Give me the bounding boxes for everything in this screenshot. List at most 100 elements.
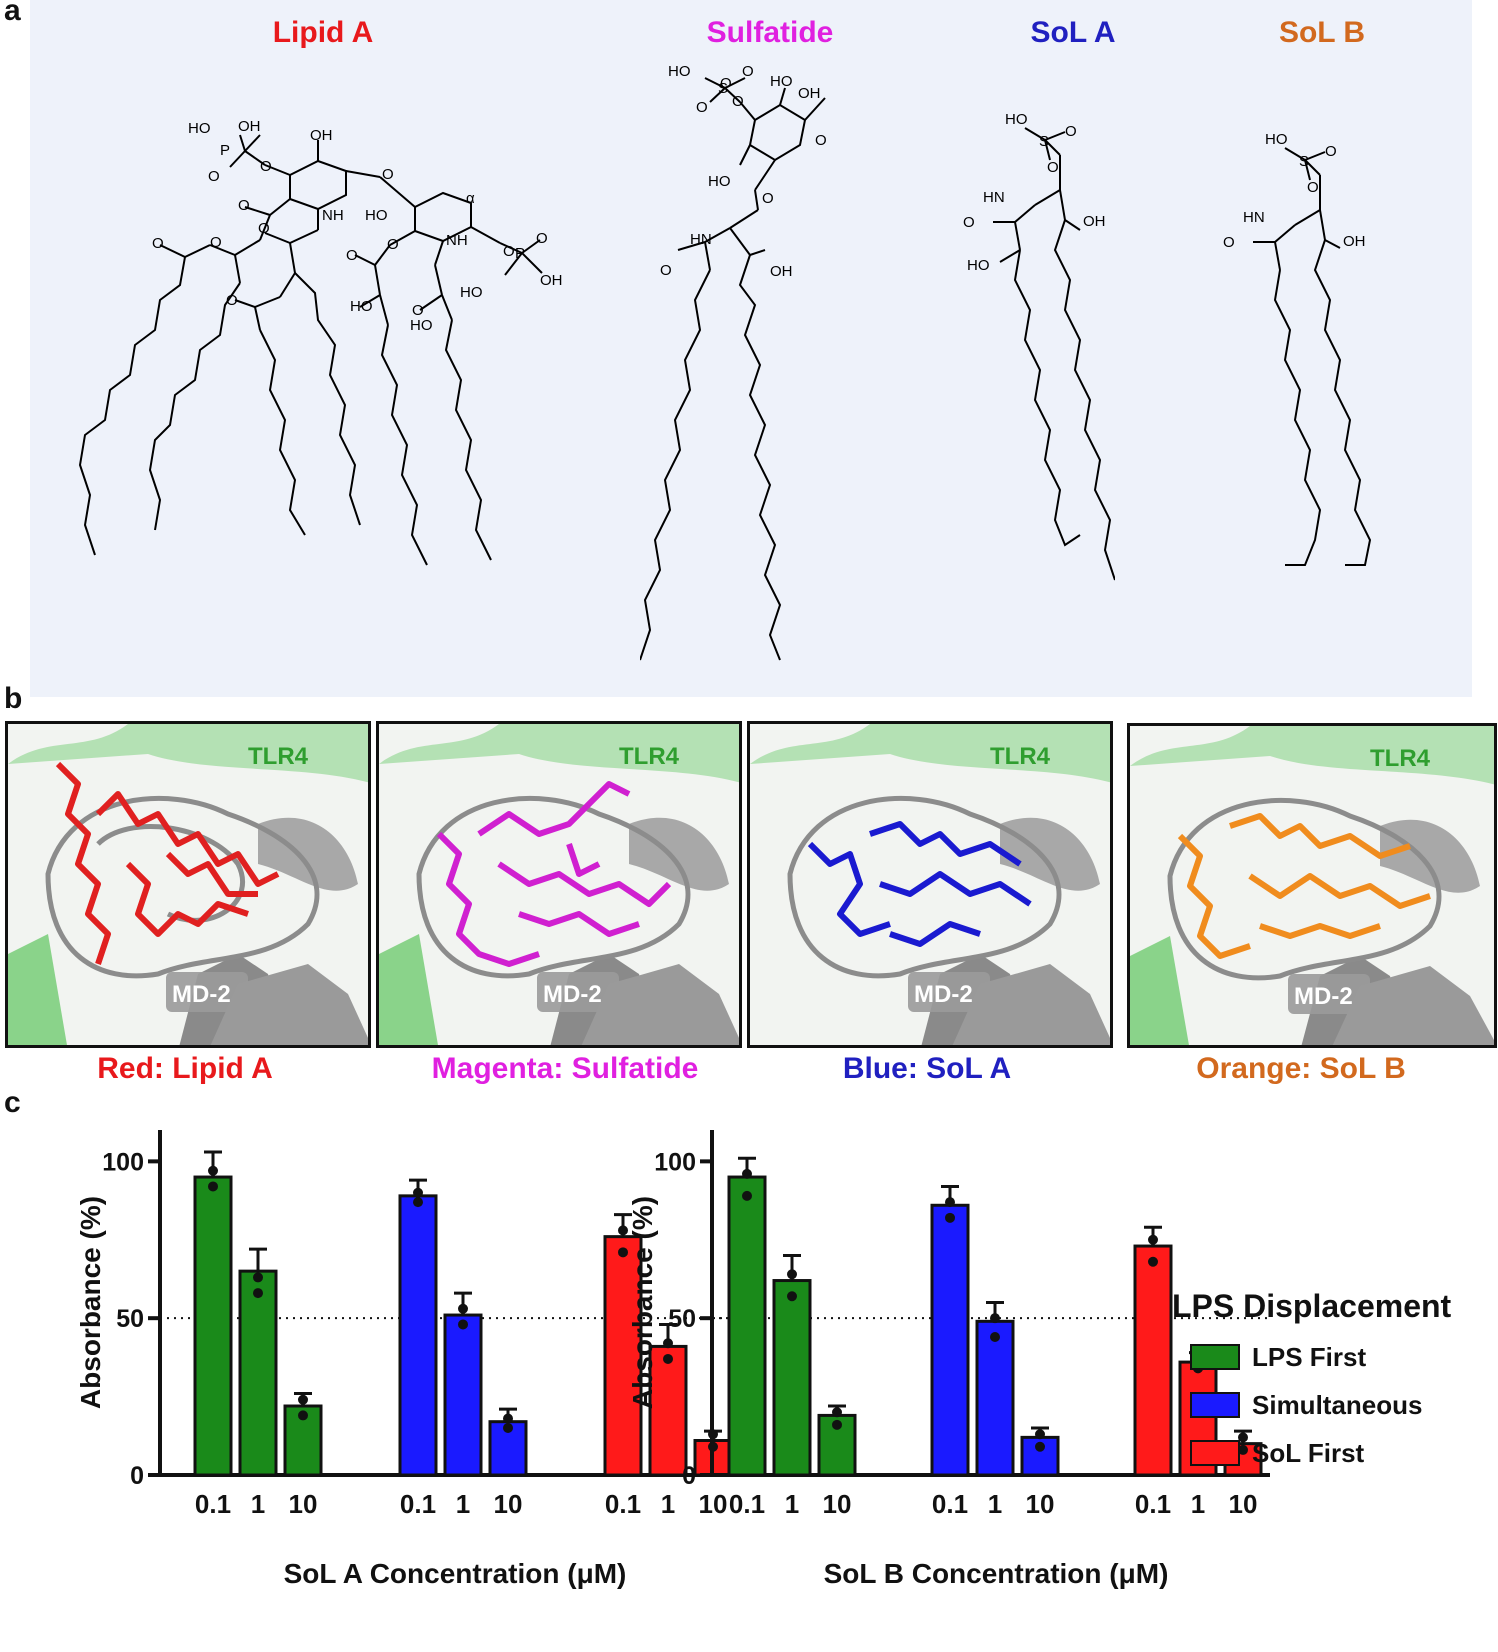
data-point — [1148, 1234, 1158, 1245]
svg-text:NH: NH — [322, 207, 344, 224]
lipid-a-structure: HO OH PO OHO OO NHO OO OHO OO NHα OHO HOO… — [78, 118, 563, 566]
sol-b-structure: HO S O O HN O OH — [1223, 131, 1372, 566]
svg-text:HN: HN — [1243, 209, 1265, 226]
data-point — [663, 1353, 673, 1364]
svg-text:OH: OH — [310, 127, 333, 144]
svg-text:HO: HO — [365, 207, 388, 224]
md2-label: MD-2 — [1294, 983, 1353, 1010]
svg-text:O: O — [1047, 159, 1059, 176]
x-tick-label: 10 — [289, 1489, 318, 1519]
tlr4-label: TLR4 — [1370, 745, 1431, 772]
legend-item-lps-first: LPS First — [1190, 1340, 1366, 1374]
y-axis-label: Absorbance (%) — [75, 1196, 106, 1409]
svg-text:O: O — [152, 235, 164, 252]
x-tick-label: 0.1 — [400, 1489, 436, 1519]
data-point — [413, 1187, 423, 1198]
svg-text:O: O — [732, 93, 744, 110]
data-point — [208, 1165, 218, 1176]
data-point — [832, 1407, 842, 1418]
svg-text:OH: OH — [770, 263, 793, 280]
x-tick-label: 1 — [988, 1489, 1002, 1519]
y-tick-label: 0 — [682, 1462, 696, 1490]
sol-a-structure: HO S O O HN O OH HO — [963, 111, 1115, 581]
svg-text:HN: HN — [983, 189, 1005, 206]
data-point — [253, 1272, 263, 1283]
y-tick-label: 50 — [668, 1305, 696, 1333]
caption-lipid-a: Red: Lipid A — [97, 1052, 273, 1085]
x-axis-label: SoL B Concentration (μM) — [824, 1558, 1169, 1589]
svg-text:O: O — [1307, 179, 1319, 196]
legend-swatch — [1190, 1344, 1240, 1370]
svg-text:O: O — [536, 230, 548, 247]
data-point — [1238, 1444, 1248, 1455]
title-sol-a: SoL A — [1030, 16, 1116, 49]
data-point — [253, 1288, 263, 1299]
bar — [930, 1203, 970, 1477]
bar — [1133, 1244, 1173, 1477]
x-tick-label: 1 — [251, 1489, 265, 1519]
bar — [975, 1319, 1015, 1477]
svg-text:O: O — [1325, 143, 1337, 160]
chart-legend: LPS Displacement LPS First Simultaneous … — [1172, 1288, 1451, 1468]
svg-text:O: O — [260, 158, 272, 175]
svg-text:S: S — [1299, 153, 1309, 170]
data-point — [458, 1303, 468, 1314]
x-tick-label: 0.1 — [195, 1489, 231, 1519]
svg-text:O: O — [742, 63, 754, 80]
svg-text:O: O — [412, 302, 424, 319]
legend-swatch — [1190, 1440, 1240, 1466]
svg-text:OH: OH — [238, 118, 261, 135]
caption-sulfatide: Magenta: Sulfatide — [431, 1052, 699, 1085]
md2-label: MD-2 — [914, 981, 973, 1008]
view-render: TLR4 MD-2 — [379, 724, 739, 1045]
bar — [603, 1235, 643, 1477]
svg-text:O: O — [503, 243, 515, 260]
svg-text:HO: HO — [967, 257, 990, 274]
legend-swatch — [1190, 1392, 1240, 1418]
bar — [193, 1175, 233, 1477]
x-tick-label: 1 — [785, 1489, 799, 1519]
svg-text:HN: HN — [690, 231, 712, 248]
x-tick-label: 10 — [823, 1489, 852, 1519]
x-tick-label: 1 — [1191, 1489, 1205, 1519]
view-sol-b: TLR4 MD-2 — [1127, 723, 1497, 1048]
data-point — [832, 1419, 842, 1430]
svg-text:O: O — [660, 262, 672, 279]
data-point — [503, 1413, 513, 1424]
svg-text:NH: NH — [446, 232, 468, 249]
data-point — [1148, 1256, 1158, 1267]
svg-text:O: O — [258, 220, 270, 237]
view-render: TLR4 MD-2 — [1130, 726, 1494, 1045]
title-sulfatide: Sulfatide — [706, 16, 834, 49]
data-point — [945, 1212, 955, 1223]
svg-text:OH: OH — [1083, 213, 1106, 230]
svg-text:HO: HO — [770, 73, 793, 90]
y-tick-label: 100 — [102, 1148, 144, 1176]
data-point — [663, 1338, 673, 1349]
view-lipid-a: TLR4 MD-2 — [5, 721, 371, 1048]
y-axis-label: Absorbance (%) — [627, 1196, 658, 1409]
view-render: TLR4 MD-2 — [750, 724, 1110, 1045]
x-axis-label: SoL A Concentration (μM) — [284, 1558, 627, 1589]
svg-text:O: O — [210, 234, 222, 251]
svg-text:HO: HO — [708, 173, 731, 190]
svg-text:O: O — [238, 197, 250, 214]
data-point — [618, 1225, 628, 1236]
legend-label: SoL First — [1252, 1437, 1365, 1468]
svg-text:HO: HO — [668, 63, 691, 80]
svg-text:P: P — [515, 245, 525, 262]
svg-text:OH: OH — [798, 85, 821, 102]
svg-text:O: O — [762, 190, 774, 207]
x-tick-label: 0.1 — [729, 1489, 765, 1519]
data-point — [742, 1190, 752, 1201]
data-point — [742, 1168, 752, 1179]
bar — [727, 1175, 767, 1477]
bar — [398, 1194, 438, 1477]
title-sol-b: SoL B — [1278, 16, 1366, 49]
panel-label-b: b — [4, 682, 23, 715]
svg-text:S: S — [1039, 133, 1049, 150]
svg-text:O: O — [382, 166, 394, 183]
svg-text:O: O — [387, 236, 399, 253]
